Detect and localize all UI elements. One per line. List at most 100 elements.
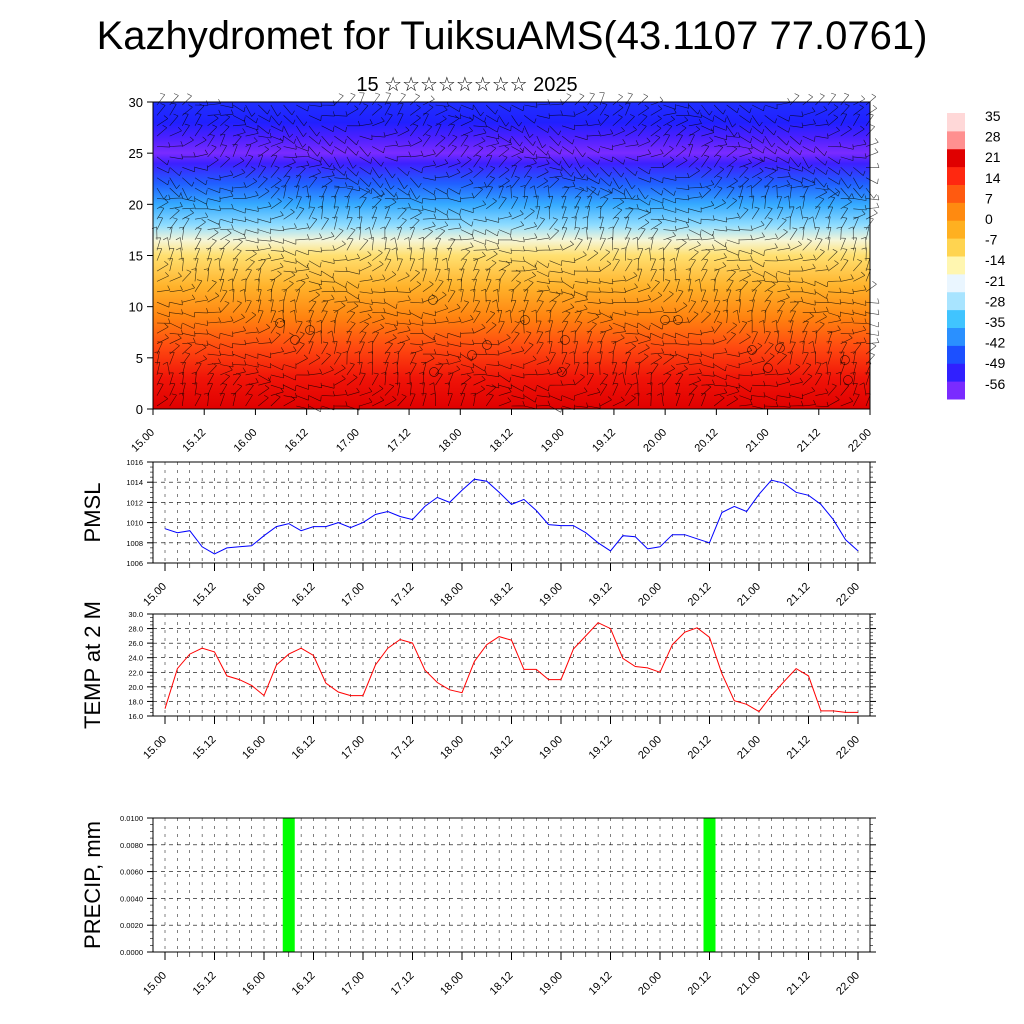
x-tick-label: 17.12 xyxy=(389,581,417,609)
y-tick-label: 1014 xyxy=(126,478,143,487)
y-tick-label: 28.0 xyxy=(128,625,143,634)
pmsl-panel: 1006 1008 1010 1012 1014 1016 15.00 15.12 16.00 1… xyxy=(80,458,876,609)
x-tick-label: 20.00 xyxy=(636,581,664,609)
x-tick-label: 17.12 xyxy=(389,970,417,998)
x-tick-label: 19.12 xyxy=(587,734,615,762)
x-tick-label: 16.12 xyxy=(290,970,318,998)
calm-marker xyxy=(843,375,853,385)
x-tick-label: 21.00 xyxy=(744,427,772,455)
x-tick-label: 16.00 xyxy=(232,427,260,455)
x-tick-label: 19.12 xyxy=(590,427,618,455)
y-tick-label: 1016 xyxy=(126,458,143,467)
x-tick-label: 21.12 xyxy=(785,581,813,609)
calm-marker xyxy=(775,343,785,353)
colorbar-label: 7 xyxy=(985,190,993,206)
colorbar-swatch xyxy=(947,238,965,257)
x-tick-label: 17.12 xyxy=(385,427,413,455)
calm-marker xyxy=(660,315,670,325)
x-tick-label: 20.12 xyxy=(686,581,714,609)
x-tick-label: 18.00 xyxy=(438,581,466,609)
calm-marker xyxy=(482,340,492,350)
x-tick-label: 18.12 xyxy=(488,734,516,762)
colorbar-swatch xyxy=(947,363,965,382)
precip-bar xyxy=(703,818,716,952)
x-tick-label: 18.12 xyxy=(488,970,516,998)
colorbar-label: 21 xyxy=(985,149,1001,165)
y-tick-label: 26.0 xyxy=(128,639,143,648)
temp-frame xyxy=(152,613,871,717)
x-tick-label: 17.00 xyxy=(339,734,367,762)
x-tick-label: 18.00 xyxy=(436,427,464,455)
colorbar-swatch xyxy=(947,381,965,400)
colorbar-swatch xyxy=(947,309,965,328)
calm-marker xyxy=(557,367,567,377)
x-tick-label: 18.00 xyxy=(438,734,466,762)
x-tick-label: 22.00 xyxy=(846,427,874,455)
colorbar-label: 35 xyxy=(985,108,1001,124)
colorbar-label: -7 xyxy=(985,232,998,248)
x-tick-label: 16.12 xyxy=(290,734,318,762)
x-tick-label: 19.00 xyxy=(537,970,565,998)
x-tick-label: 20.00 xyxy=(636,970,664,998)
x-tick-label: 19.00 xyxy=(537,734,565,762)
x-tick-label: 15.12 xyxy=(191,734,219,762)
calm-marker xyxy=(763,363,773,373)
y-tick-label: 0.0040 xyxy=(120,894,143,903)
temp-panel: 16.0 18.0 20.0 22.0 24.0 26.0 28.0 30.0 15.00 15.… xyxy=(80,601,876,762)
temp-series-line xyxy=(164,622,858,713)
x-tick-label: 20.00 xyxy=(641,427,669,455)
x-tick-label: 20.00 xyxy=(636,734,664,762)
x-tick-label: 15.00 xyxy=(141,581,169,609)
x-tick-label: 18.12 xyxy=(488,427,516,455)
x-tick-label: 15.00 xyxy=(141,734,169,762)
x-tick-label: 22.00 xyxy=(834,970,862,998)
y-tick-label: 30.0 xyxy=(128,610,143,619)
y-tick-label: 1006 xyxy=(126,559,143,568)
wind-barb-paths xyxy=(151,92,880,413)
x-tick-label: 22.00 xyxy=(834,734,862,762)
x-tick-label: 16.12 xyxy=(290,581,318,609)
y-tick-label: 10 xyxy=(129,300,143,315)
colorbar-label: -49 xyxy=(985,355,1005,371)
colorbar-swatch xyxy=(947,291,965,311)
y-tick-label: 5 xyxy=(136,351,143,366)
x-tick-label: 15.12 xyxy=(191,970,219,998)
colorbar-label: -21 xyxy=(985,273,1005,289)
x-tick-label: 16.12 xyxy=(283,427,311,455)
calm-marker xyxy=(275,318,285,328)
x-tick-label: 18.12 xyxy=(488,581,516,609)
y-tick-label: 0.0020 xyxy=(120,921,143,930)
x-tick-label: 20.12 xyxy=(686,734,714,762)
calm-marker xyxy=(428,295,438,305)
x-tick-label: 19.12 xyxy=(587,581,615,609)
colorbar-swatch xyxy=(947,130,965,150)
x-tick-label: 22.00 xyxy=(834,581,862,609)
x-tick-label: 15.12 xyxy=(180,427,208,455)
x-tick-label: 17.12 xyxy=(389,734,417,762)
x-tick-label: 21.12 xyxy=(785,734,813,762)
page-title: Kazhydromet for TuiksuAMS(43.1107 77.076… xyxy=(96,14,928,58)
colorbar-swatch xyxy=(947,166,965,185)
y-tick-label: 16.0 xyxy=(128,712,143,721)
y-tick-label: 18.0 xyxy=(128,697,143,706)
y-tick-label: 25 xyxy=(129,146,143,161)
colorbar-label: 28 xyxy=(985,129,1001,145)
x-tick-label: 19.12 xyxy=(587,970,615,998)
x-tick-label: 21.00 xyxy=(735,581,763,609)
colorbar-swatch xyxy=(947,256,965,275)
colorbar-swatch xyxy=(947,327,965,346)
wind-barbs xyxy=(151,92,880,413)
x-tick-label: 15.12 xyxy=(191,581,219,609)
calm-marker xyxy=(560,335,570,345)
colorbar: 35 28 21 14 7 0 -7 -14 -21 -28 -35 -42 -49 -56 xyxy=(947,108,1005,400)
colorbar-label: -42 xyxy=(985,335,1005,351)
y-tick-label: 0.0000 xyxy=(120,948,143,957)
y-tick-label: 20.0 xyxy=(128,683,143,692)
temp-ylabel: TEMP at 2 M xyxy=(80,601,105,729)
colorbar-swatch xyxy=(947,220,965,239)
colorbar-swatch xyxy=(947,184,965,203)
colorbar-label: 14 xyxy=(985,170,1001,186)
calm-marker xyxy=(467,350,477,360)
x-tick-label: 17.00 xyxy=(339,970,367,998)
calm-marker xyxy=(747,345,757,355)
